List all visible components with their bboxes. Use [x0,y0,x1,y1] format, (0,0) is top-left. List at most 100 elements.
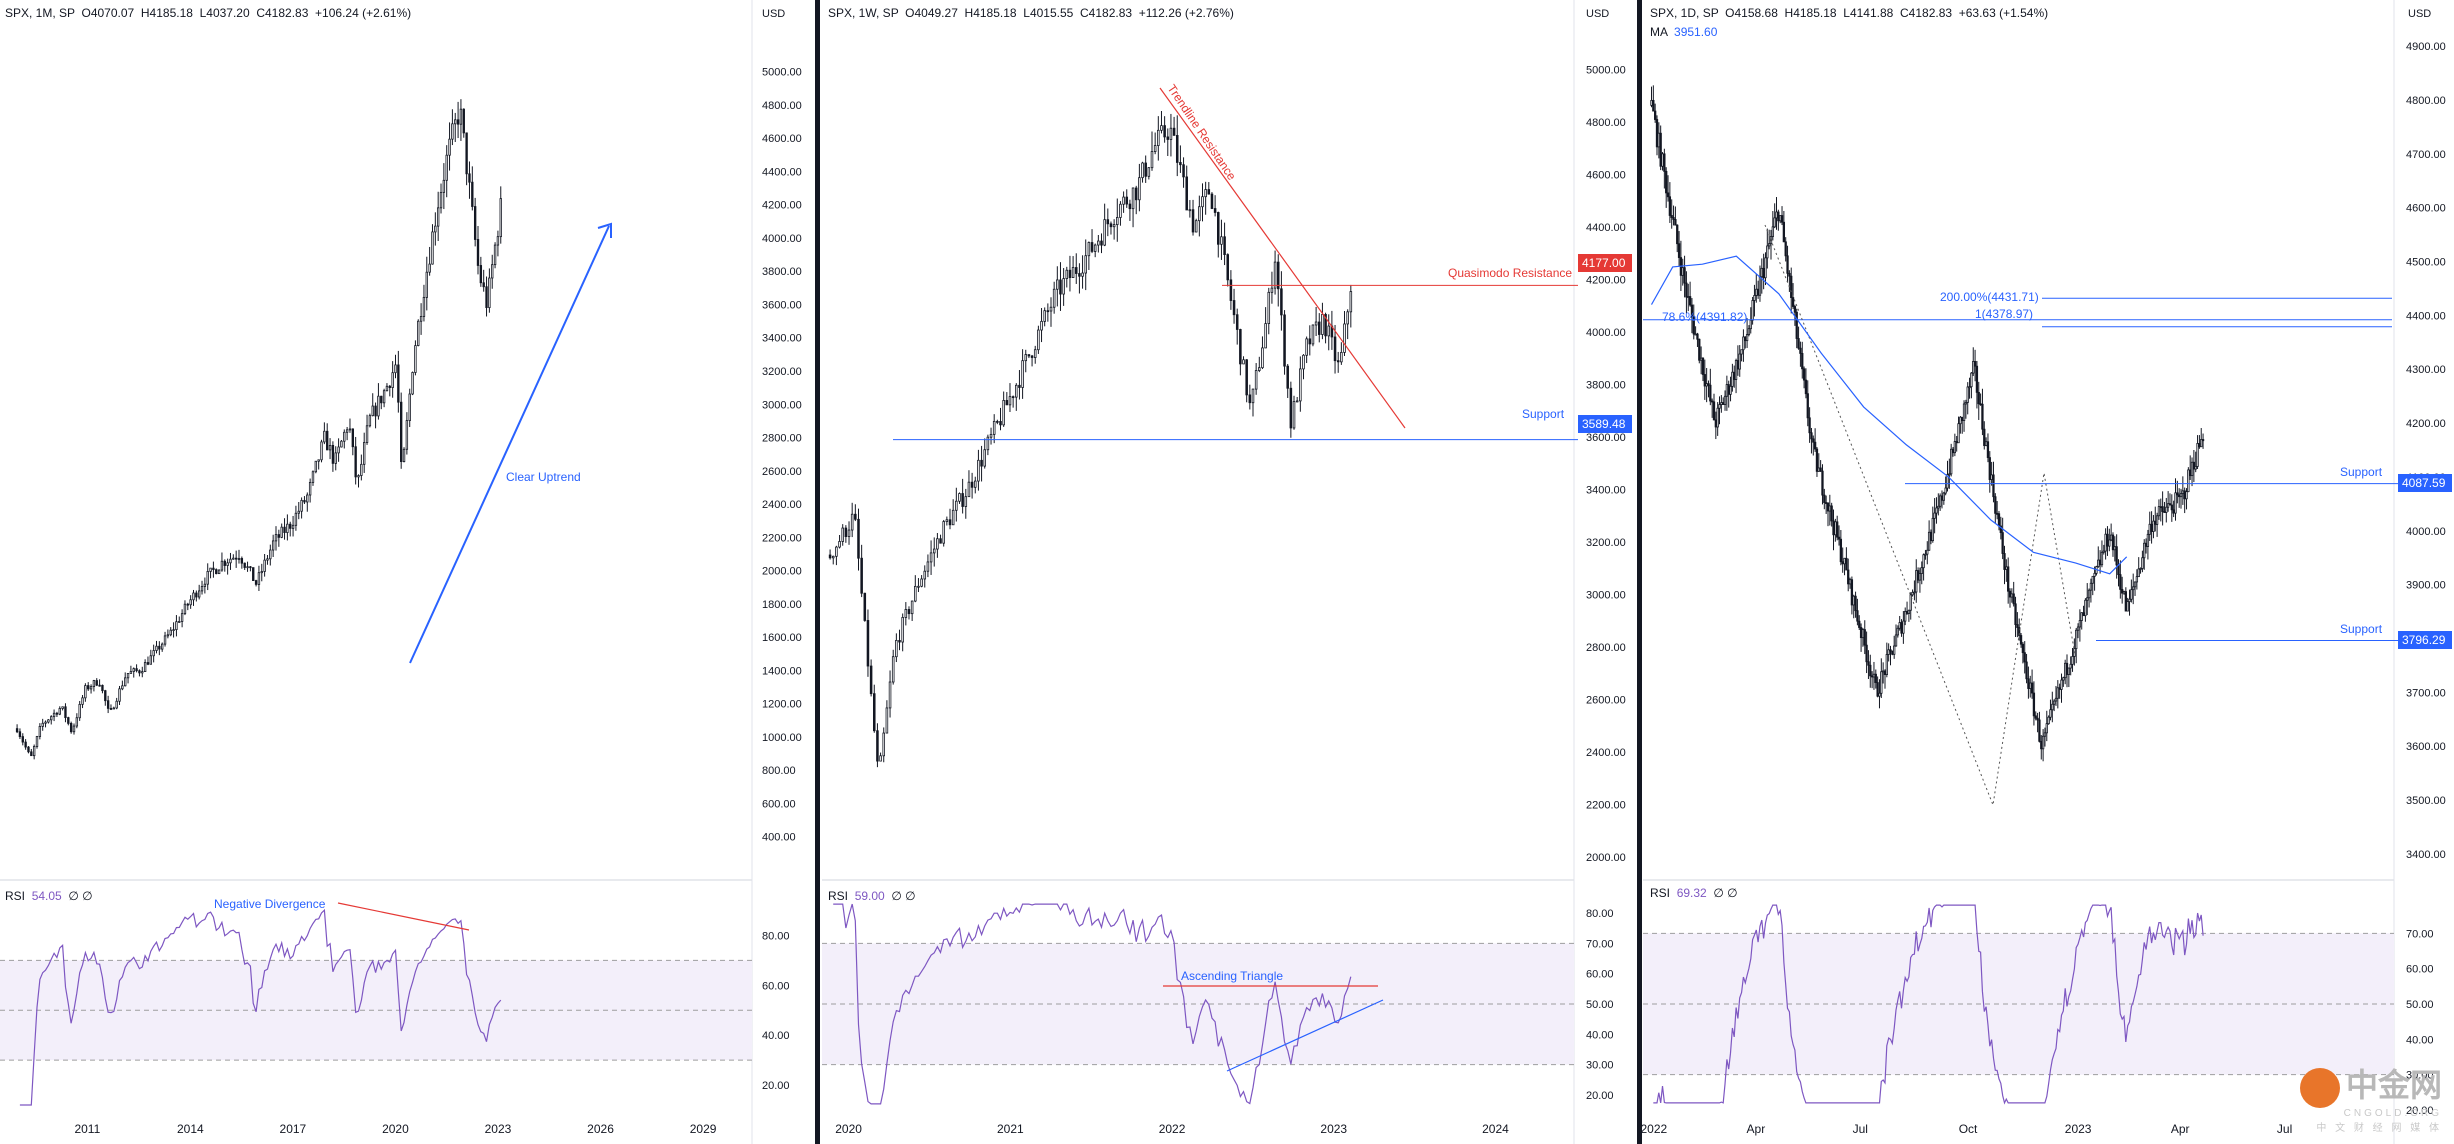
x-tick-label: 2022 [1640,1122,1667,1136]
candle [274,534,278,542]
price-tick-label: 4400.00 [762,166,802,178]
change-value: +112.26 (+2.76%) [1138,6,1234,20]
candle [1299,368,1302,402]
candle [2078,620,2082,628]
candle [229,558,232,564]
candle [169,629,172,636]
candle [1779,215,1782,222]
candle [847,529,851,538]
candle [1264,323,1267,349]
candle [1841,561,1844,565]
candle [2119,574,2122,590]
candle [2108,539,2111,547]
candle [473,206,477,240]
candle [2001,532,2004,554]
candle [2019,635,2023,645]
low-value: L4015.55 [1023,6,1074,20]
candle [434,225,437,233]
candle [863,592,867,621]
candle [2126,601,2129,612]
candle [454,119,457,125]
candle [126,673,130,679]
candle [1138,177,1141,201]
candle [2157,506,2161,517]
candle [2176,492,2179,496]
candle [958,493,961,502]
candle [55,712,59,715]
candle [1687,296,1690,298]
candle [149,655,152,665]
candle [101,684,104,692]
pane-separator-1[interactable] [815,0,820,1144]
candle [223,560,226,566]
candle [879,755,882,762]
candle [1874,673,1877,683]
candle [18,731,22,737]
candle [243,562,246,568]
price-tick-label: 4000.00 [762,233,802,245]
price-tick-label: 3800.00 [762,266,802,278]
candle [967,481,971,498]
price-tag-support-weekly [1578,415,1632,433]
close-value: C4182.83 [1900,6,1953,20]
candle [363,442,366,465]
candle [323,430,326,443]
candle [1872,673,1876,678]
candle [291,524,295,529]
annotation-fib-200: 200.00%(4431.71) [1940,290,2039,304]
candle [1804,379,1808,395]
candle [1283,314,1286,367]
pane-separator-2[interactable] [1637,0,1642,1144]
candle [1131,187,1135,210]
candle [914,585,917,602]
candle [1973,361,1977,367]
candle [1690,304,1694,318]
candle [2080,612,2083,621]
candle [2052,700,2056,705]
price-tick-label: 1400.00 [762,665,802,677]
uptrend-arrow-head [597,222,612,238]
candle [2187,469,2190,493]
candle [1289,387,1293,429]
rsi-extra: ∅ ∅ [891,889,916,903]
candle [1081,272,1084,277]
x-tick-label: 2026 [587,1122,614,1136]
high-value: H4185.18 [140,6,193,20]
rsi-tick-label: 40.00 [1586,1029,1614,1041]
candle [328,445,332,451]
candle [951,509,955,526]
open-value: O4049.27 [905,6,958,20]
candle [980,459,983,467]
candle [2111,534,2115,551]
candle [1736,360,1740,370]
candle [283,526,286,533]
price-tick-label: 1600.00 [762,632,802,644]
price-tick-label: 3600.00 [1586,432,1626,444]
x-tick-label: Apr [1747,1122,1766,1136]
candle [1986,441,1990,458]
candle [2043,732,2047,737]
candle [904,609,908,618]
candle [1650,99,1653,106]
candle [2185,491,2188,500]
candle [499,198,502,238]
candle [1703,374,1706,387]
candle [844,527,848,538]
candle [1744,336,1747,342]
candle [1942,492,1945,501]
candle [1709,384,1712,402]
candle [1188,209,1192,212]
candle [1731,371,1734,387]
ma-value: 3951.60 [1674,25,1718,39]
candle [2067,667,2070,675]
candle [1652,99,1655,112]
price-tick-label: 4200.00 [2406,418,2446,430]
x-tick-label: 2017 [280,1122,307,1136]
candle [32,746,36,757]
candle [1984,441,1988,446]
candle [1213,208,1217,213]
candle [308,481,312,496]
candle [850,513,854,531]
price-tick-label: 4600.00 [2406,203,2446,215]
